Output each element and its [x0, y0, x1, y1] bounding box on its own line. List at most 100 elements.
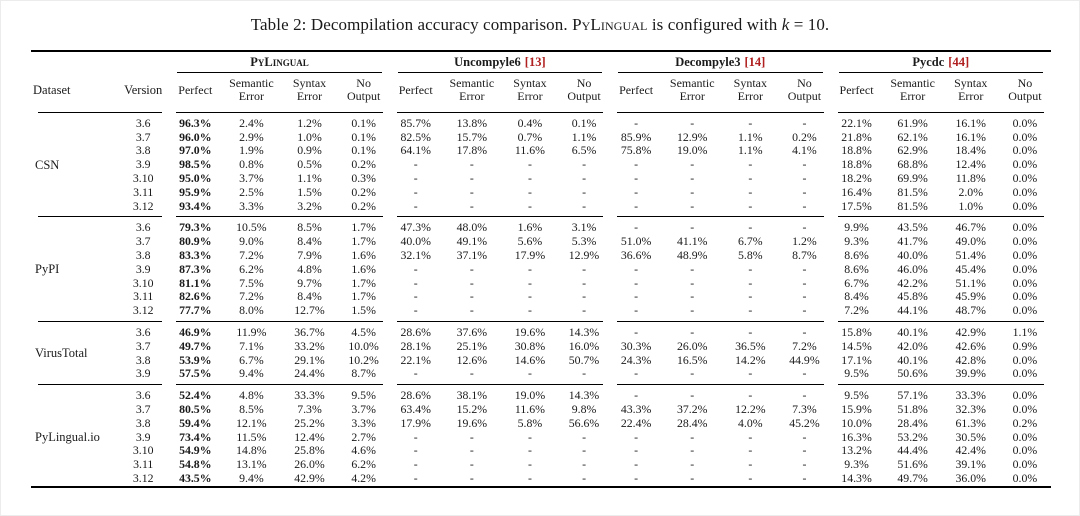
- data-cell: 0.1%: [351, 115, 376, 130]
- table-row: 3.7 80.5% 8.5% 7.3% 3.7% 63.4% 15.2% 11.6% 9.8% 4…: [31, 402, 1051, 417]
- data-cell: -: [802, 275, 807, 290]
- data-cell: 49.1%: [456, 234, 488, 249]
- version-cell: 3.9: [135, 366, 151, 381]
- data-cell: -: [634, 303, 639, 318]
- data-cell: 0.5%: [297, 157, 322, 172]
- table-row: 3.9 87.3% 6.2% 4.8% 1.6% - - - - - - - - 8.6% 46.0% 45.…: [31, 261, 1051, 277]
- data-cell: 51.1%: [955, 275, 986, 290]
- cmidrule: [38, 216, 163, 218]
- data-cell: 81.1%: [179, 275, 212, 290]
- version-cell: 3.10: [132, 443, 154, 458]
- data-cell: 9.5%: [351, 388, 376, 403]
- data-cell: -: [582, 261, 586, 276]
- data-cell: 8.4%: [844, 289, 869, 304]
- data-cell: 13.8%: [456, 115, 488, 130]
- data-cell: 82.5%: [400, 129, 431, 144]
- data-cell: 15.2%: [456, 402, 488, 417]
- divider-cell: [31, 213, 169, 221]
- data-cell: 16.1%: [955, 129, 986, 144]
- version-cell: 3.9: [135, 429, 151, 444]
- version-cell: 3.7: [135, 402, 151, 417]
- data-cell: 12.1%: [236, 415, 267, 430]
- data-cell: 25.2%: [294, 415, 325, 430]
- tool-group-header-uncompyle6: Uncompyle6 [13]: [390, 51, 610, 73]
- data-cell: 54.9%: [179, 443, 212, 458]
- data-cell: 0.4%: [517, 115, 543, 130]
- data-cell: 5.8%: [738, 248, 763, 263]
- data-cell: -: [469, 157, 474, 172]
- data-cell: 98.5%: [179, 157, 212, 172]
- data-cell: 0.2%: [351, 157, 376, 172]
- data-cell: 68.8%: [897, 157, 928, 172]
- table-row: 3.11 54.8% 13.1% 26.0% 6.2% - - - - - - - - 9.3% 51.6%…: [31, 457, 1051, 472]
- caption-k-variable: k: [781, 15, 790, 34]
- data-cell: 51.8%: [897, 402, 928, 417]
- data-cell: -: [469, 261, 474, 276]
- data-cell: 80.9%: [179, 234, 212, 249]
- citation-link[interactable]: [13]: [524, 55, 546, 69]
- data-cell: -: [634, 220, 639, 235]
- data-cell: -: [582, 443, 586, 458]
- data-cell: 22.1%: [400, 352, 431, 367]
- citation-link[interactable]: [14]: [744, 55, 766, 69]
- data-cell: 46.9%: [179, 325, 212, 340]
- cmidrule: [396, 321, 604, 323]
- data-cell: 11.6%: [514, 143, 545, 158]
- version-cell: 3.12: [132, 303, 154, 318]
- data-cell: 5.6%: [517, 234, 543, 249]
- data-cell: 43.3%: [620, 402, 652, 417]
- cmidrule: [396, 216, 604, 218]
- data-cell: 0.9%: [1012, 338, 1038, 353]
- citation-link[interactable]: [44]: [948, 55, 970, 69]
- data-cell: -: [748, 184, 753, 199]
- data-cell: 51.6%: [897, 457, 928, 472]
- data-cell: -: [582, 184, 586, 199]
- data-cell: 33.3%: [955, 388, 986, 403]
- data-cell: -: [634, 157, 639, 172]
- column-header-perfect: Perfect: [619, 82, 654, 97]
- data-cell: 40.1%: [897, 352, 928, 367]
- data-cell: -: [748, 220, 753, 235]
- data-cell: 2.5%: [239, 184, 264, 199]
- data-cell: 62.9%: [897, 143, 928, 158]
- data-cell: 0.1%: [351, 143, 376, 158]
- data-cell: -: [690, 471, 695, 485]
- data-cell: -: [748, 115, 753, 130]
- data-cell: -: [802, 261, 807, 276]
- data-cell: 61.9%: [897, 115, 928, 130]
- data-cell: -: [527, 457, 532, 472]
- dataset-name: PyLingual.io: [35, 430, 100, 444]
- data-cell: 9.4%: [239, 366, 264, 381]
- data-cell: 7.2%: [239, 248, 264, 263]
- data-cell: -: [527, 157, 532, 172]
- data-cell: 11.9%: [236, 325, 267, 340]
- data-cell: 16.0%: [568, 338, 600, 353]
- data-cell: -: [690, 220, 695, 235]
- data-cell: -: [634, 115, 639, 130]
- data-cell: 9.8%: [571, 402, 597, 417]
- data-cell: -: [527, 275, 532, 290]
- data-cell: 42.0%: [897, 338, 928, 353]
- data-cell: -: [634, 198, 639, 213]
- data-cell: 18.8%: [841, 143, 872, 158]
- column-header-no-output: No Output: [567, 76, 601, 104]
- column-header-syntax-error: Syntax Error: [513, 76, 547, 104]
- data-cell: 87.3%: [179, 261, 212, 276]
- data-cell: 69.9%: [897, 171, 928, 186]
- divider-cell: [610, 109, 830, 117]
- data-cell: 1.1%: [738, 129, 763, 144]
- data-cell: -: [802, 471, 807, 485]
- tool-group-label-wrap: Uncompyle6 [13]: [397, 55, 603, 73]
- version-cell: 3.6: [135, 220, 151, 235]
- data-cell: -: [413, 429, 418, 444]
- data-cell: 42.8%: [955, 352, 986, 367]
- data-cell: 19.6%: [456, 415, 488, 430]
- dataset-name: PyPI: [35, 262, 60, 277]
- data-cell: 97.0%: [179, 143, 212, 158]
- data-cell: 4.1%: [792, 143, 817, 158]
- table-row: 3.7 49.7% 7.1% 33.2% 10.0% 28.1% 25.1% 30.8% 16.…: [31, 338, 1051, 354]
- divider-cell: [610, 381, 830, 389]
- data-cell: 17.9%: [514, 248, 546, 263]
- column-header-no-output: No Output: [787, 76, 822, 104]
- column-header-perfect: Perfect: [398, 82, 433, 97]
